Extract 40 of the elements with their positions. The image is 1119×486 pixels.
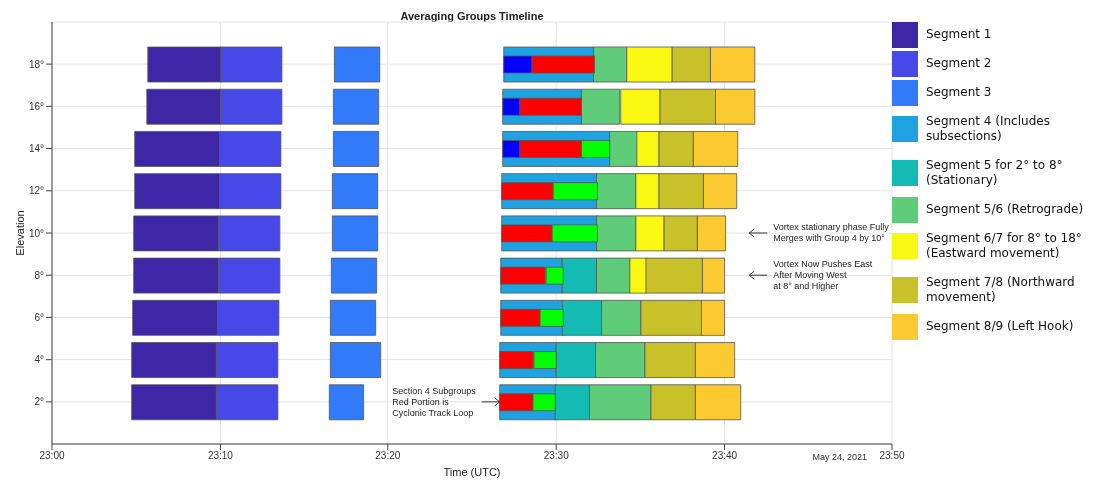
y-tick-label: 6° [34, 311, 44, 323]
bar [332, 88, 380, 125]
y-tick-label: 14° [28, 143, 44, 155]
y-tick-label: 12° [28, 185, 44, 197]
text: May 24, 2021 [811, 452, 867, 462]
chart-title: Averaging Groups Timeline [399, 10, 545, 22]
annotation: Section 4 Subgroups Red Portion is Cyclonic Track Loop [392, 385, 476, 419]
legend-label: Segment 7/8 (Northward movement) [926, 275, 1076, 305]
y-tick-label: 16° [28, 100, 44, 112]
bar [333, 46, 381, 83]
legend-label: Segment 8/9 (Left Hook) [926, 319, 1075, 334]
bar [331, 215, 379, 252]
bar [331, 173, 379, 210]
annotation: Vortex stationary phase Fully Merges with Group 4 by 10° [773, 222, 889, 244]
x-axis-title: Time (UTC) [443, 466, 501, 478]
bar [329, 342, 382, 378]
bar [330, 257, 378, 294]
x-tick-label: 23:00 [39, 450, 65, 462]
legend-label: Segment 5 for 2° to 8° (Stationary) [926, 158, 1064, 188]
y-tick-label: 2° [34, 396, 44, 408]
x-tick-label: 23:10 [207, 450, 234, 462]
x-tick-label: 23:40 [712, 450, 738, 462]
y-axis-title: Elevation [13, 210, 26, 256]
legend-label: Segment 4 (Includes subsections) [926, 114, 1051, 144]
y-tick-label: 4° [34, 354, 44, 366]
legend-label: Segment 1 [926, 27, 993, 42]
legend-label: Segment 6/7 for 8° to 18° (Eastward movement) [926, 231, 1083, 261]
legend-label: Segment 5/6 (Retrograde) [926, 202, 1085, 217]
bar [332, 131, 380, 167]
bar [329, 299, 377, 336]
y-tick-label: 8° [34, 269, 44, 281]
legend-label: Segment 2 [926, 56, 993, 71]
x-tick-label: 23:30 [543, 450, 570, 462]
y-tick-label: 18° [28, 58, 44, 70]
bar [328, 384, 364, 421]
y-tick-label: 10° [28, 227, 44, 239]
annotation: Vortex Now Pushes East After Moving West at 8° and Higher [773, 258, 873, 292]
x-tick-label: 23:50 [879, 450, 905, 462]
legend-label: Segment 3 [926, 85, 993, 100]
x-tick-label: 23:20 [375, 450, 401, 462]
